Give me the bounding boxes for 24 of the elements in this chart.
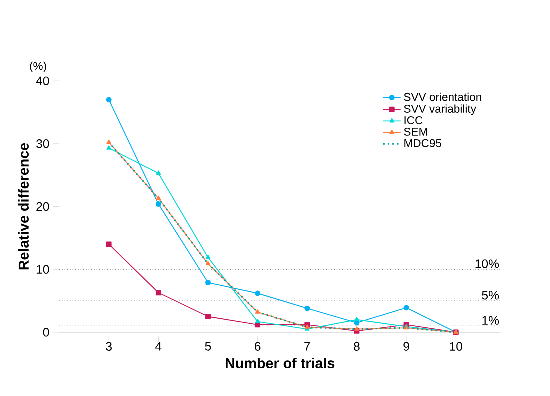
x-tick-label: 6: [255, 342, 261, 351]
y-tick-label: 0: [43, 328, 50, 337]
y-tick-label: 30: [36, 140, 50, 148]
x-tick-label: 9: [404, 342, 410, 351]
text: (%): [30, 62, 46, 72]
legend-label: SEM: [404, 128, 428, 136]
x-tick-label: 7: [304, 342, 310, 351]
x-tick-label: 4: [156, 342, 162, 351]
y-tick-label: 40: [36, 76, 50, 86]
legend-label: SVV variability: [404, 104, 476, 116]
y-axis-title: Relative difference: [18, 143, 29, 270]
legend-label: MDC95: [404, 139, 442, 148]
x-tick-label: 10: [450, 342, 462, 351]
x-tick-label: 3: [106, 342, 112, 351]
y-tick-label: 20: [36, 202, 50, 212]
legend-label: ICC: [404, 116, 423, 124]
ref-line-label: 5%: [482, 291, 500, 300]
x-tick-label: 8: [354, 342, 360, 351]
ref-line-label: 1%: [482, 316, 500, 325]
x-tick-label: 5: [205, 342, 212, 351]
ref-line-label: 10%: [476, 260, 500, 268]
y-tick-label: 10: [36, 265, 50, 274]
x-axis-title: Number of trials: [226, 358, 335, 369]
legend-label: SVV orientation: [404, 92, 482, 102]
